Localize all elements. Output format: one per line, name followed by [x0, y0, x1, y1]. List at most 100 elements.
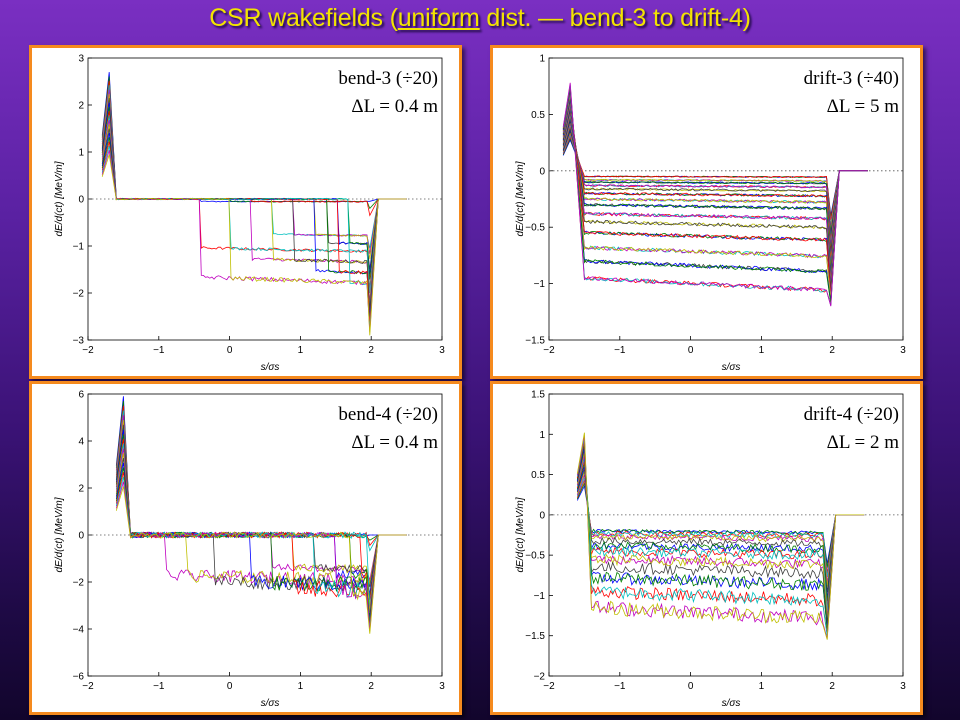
y-tick-label: 1.5: [531, 390, 545, 401]
series-line: [562, 93, 868, 299]
y-tick-label: 0: [78, 531, 84, 542]
slide-title: CSR wakefields (uniform dist. — bend-3 t…: [0, 4, 960, 33]
y-tick-label: 3: [78, 54, 84, 65]
x-tick-label: 0: [227, 681, 233, 692]
y-tick-label: 2: [78, 484, 84, 495]
x-tick-label: 3: [439, 345, 445, 356]
y-tick-label: −4: [73, 625, 85, 636]
y-tick-label: 0.5: [531, 110, 545, 121]
panel-label: drift-4 (÷20): [804, 404, 899, 425]
x-tick-label: 1: [298, 681, 304, 692]
series-line: [576, 432, 865, 640]
x-tick-label: −2: [82, 681, 94, 692]
series-line: [562, 122, 868, 246]
y-axis-label: dE/d(ct) [MeV/m]: [54, 497, 65, 572]
x-tick-label: 2: [368, 681, 374, 692]
series-line: [562, 103, 868, 283]
series-line: [101, 102, 407, 275]
y-tick-label: 0: [539, 510, 545, 521]
series-line: [101, 119, 407, 302]
y-tick-label: 1: [78, 148, 84, 159]
series-line: [576, 460, 865, 608]
chart-svg: −2 −1 0 1 2 3 1.5 1 0.5 0 −0.5 −1 −1.5 −2 s/σs dE/d(ct)…: [515, 390, 906, 710]
series-line: [576, 474, 865, 583]
panel-label: bend-4 (÷20): [338, 404, 438, 425]
chart-panel-drift-3: −2 −1 0 1 2 3 1 0.5 0 −0.5 −1 −1.5 s/σs dE/d(ct) [MeV…: [490, 45, 923, 379]
y-tick-label: −2: [73, 578, 85, 589]
y-axis-label: dE/d(ct) [MeV/m]: [515, 161, 526, 236]
series-line: [576, 438, 865, 637]
series-line: [115, 476, 407, 629]
x-tick-label: 1: [298, 345, 304, 356]
series-group: [576, 432, 865, 640]
y-tick-label: 0.5: [531, 470, 545, 481]
x-tick-label: −1: [614, 345, 626, 356]
series-line: [576, 466, 865, 599]
series-line: [101, 137, 407, 321]
series-line: [115, 472, 407, 626]
series-line: [562, 104, 868, 282]
series-line: [115, 467, 407, 623]
title-underlined-word: uniform: [397, 4, 480, 32]
series-line: [562, 91, 868, 300]
y-tick-label: 1: [539, 430, 545, 441]
series-line: [576, 463, 865, 602]
chart-panel-drift-4: −2 −1 0 1 2 3 1.5 1 0.5 0 −0.5 −1 −1.5 −2 s/σs dE/d(ct)…: [490, 381, 923, 715]
series-line: [576, 481, 865, 568]
y-axis-label: dE/d(ct) [MeV/m]: [515, 497, 526, 572]
series-line: [576, 443, 865, 631]
series-line: [576, 457, 865, 611]
series-line: [101, 141, 407, 325]
series-line: [101, 132, 407, 317]
series-line: [101, 72, 407, 203]
x-axis-label: s/σs: [722, 698, 741, 709]
y-tick-label: −1: [534, 279, 546, 290]
y-tick-label: 0: [78, 195, 84, 206]
x-tick-label: 0: [227, 345, 233, 356]
y-tick-label: −1.5: [525, 631, 545, 642]
series-line: [562, 131, 868, 230]
delta-length-label: ΔL = 0.4 m: [351, 96, 438, 117]
panel-label: drift-3 (÷40): [804, 68, 899, 89]
x-tick-label: −2: [543, 681, 555, 692]
series-line: [115, 405, 407, 547]
title-suffix: dist. — bend-3 to drift-4): [479, 4, 751, 32]
series-line: [101, 115, 407, 294]
y-tick-label: 2: [78, 101, 84, 112]
series-line: [115, 481, 407, 632]
series-line: [576, 455, 865, 617]
series-line: [562, 116, 868, 260]
x-tick-label: 3: [900, 345, 906, 356]
chart-panel-bend-4: −2 −1 0 1 2 3 6 4 2 0 −2 −4 −6 s/σs dE/d(ct) [MeV/m] be…: [29, 381, 462, 715]
series-line: [101, 154, 407, 336]
x-tick-label: 1: [759, 681, 765, 692]
series-line: [562, 112, 868, 268]
series-line: [576, 478, 865, 574]
x-tick-label: 3: [900, 681, 906, 692]
x-axis-label: s/σs: [261, 698, 280, 709]
panel-label: bend-3 (÷20): [338, 68, 438, 89]
series-line: [576, 452, 865, 620]
x-tick-label: 2: [829, 345, 835, 356]
series-line: [576, 471, 865, 587]
series-group: [562, 82, 868, 307]
series-line: [101, 106, 407, 280]
chart-svg: −2 −1 0 1 2 3 1 0.5 0 −0.5 −1 −1.5 s/σs dE/d(ct) [MeV…: [515, 54, 906, 374]
series-line: [101, 124, 407, 306]
chart-svg: −2 −1 0 1 2 3 6 4 2 0 −2 −4 −6 s/σs dE/d(ct) [MeV/m] be…: [54, 390, 445, 710]
series-line: [101, 145, 407, 329]
series-line: [576, 449, 865, 624]
y-tick-label: −0.5: [525, 223, 545, 234]
x-tick-label: 3: [439, 681, 445, 692]
delta-length-label: ΔL = 2 m: [827, 432, 900, 453]
chart-panel-bend-3: −2 −1 0 1 2 3 3 2 1 0 −1 −2 −3 s/σs dE/d(ct) [MeV/m] be…: [29, 45, 462, 379]
series-line: [115, 462, 407, 620]
x-tick-label: −1: [153, 345, 165, 356]
series-line: [115, 438, 407, 601]
x-tick-label: −1: [153, 681, 165, 692]
x-axis-label: s/σs: [722, 362, 741, 373]
series-line: [562, 107, 868, 276]
x-tick-label: −2: [82, 345, 94, 356]
series-line: [115, 448, 407, 610]
x-axis-label: s/σs: [261, 362, 280, 373]
